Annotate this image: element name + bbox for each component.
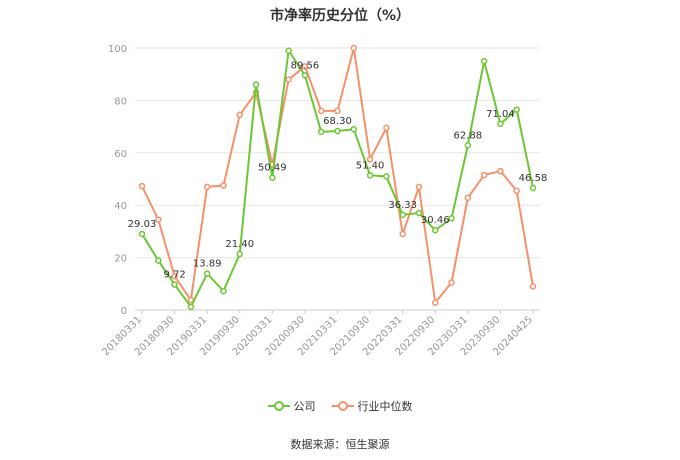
legend: 公司 行业中位数 xyxy=(0,398,680,414)
industry-data-point xyxy=(383,124,390,132)
data-label: 68.30 xyxy=(323,116,352,127)
industry-data-point xyxy=(171,272,178,280)
data-label: 36.33 xyxy=(388,200,417,211)
data-label: 89.56 xyxy=(291,60,320,71)
company-data-point xyxy=(301,72,309,79)
industry-data-point xyxy=(317,107,325,115)
industry-data-point xyxy=(138,182,146,190)
y-tick-label: 20 xyxy=(114,254,127,265)
line-chart: 0204060801002018033120180930201903312019… xyxy=(100,44,548,358)
company-data-point xyxy=(399,211,406,219)
industry-data-point xyxy=(480,171,488,179)
industry-data-point xyxy=(236,111,243,119)
data-label: 71.04 xyxy=(486,109,515,120)
data-label: 46.58 xyxy=(519,173,548,184)
data-label: 21.40 xyxy=(225,239,254,250)
industry-data-point xyxy=(529,283,537,290)
data-label: 9.72 xyxy=(163,270,185,281)
company-data-point xyxy=(171,281,178,288)
data-label: 50.49 xyxy=(258,163,287,174)
company-data-point xyxy=(252,81,260,88)
company-data-point xyxy=(187,303,195,311)
industry-data-point xyxy=(399,230,406,238)
industry-data-point xyxy=(203,183,211,191)
company-data-point xyxy=(155,257,162,264)
data-label: 29.03 xyxy=(128,219,157,230)
y-tick-label: 80 xyxy=(114,96,127,107)
company-data-point xyxy=(350,125,358,133)
y-tick-label: 60 xyxy=(114,149,127,160)
company-data-point xyxy=(383,173,390,180)
industry-data-point xyxy=(220,182,227,189)
company-data-point xyxy=(285,47,292,54)
legend-company-label: 公司 xyxy=(293,400,316,413)
company-data-point xyxy=(269,174,276,181)
company-data-point xyxy=(497,120,504,128)
company-data-point xyxy=(513,106,520,113)
industry-data-point xyxy=(301,63,309,70)
company-data-point xyxy=(529,184,537,192)
company-data-point xyxy=(415,209,423,217)
y-tick-label: 0 xyxy=(121,306,127,317)
data-label: 51.40 xyxy=(356,160,385,171)
legend-industry-marker xyxy=(331,401,354,411)
company-data-point xyxy=(480,57,488,65)
industry-data-point xyxy=(415,183,423,191)
company-data-point xyxy=(236,250,243,258)
company-data-point xyxy=(464,142,472,149)
company-data-point xyxy=(138,230,146,238)
company-data-point xyxy=(203,270,211,277)
company-data-point xyxy=(334,127,341,135)
company-data-point xyxy=(366,172,374,179)
legend-company-marker xyxy=(267,401,290,411)
industry-data-point xyxy=(334,107,341,115)
legend-item-industry[interactable]: 行业中位数 xyxy=(331,398,413,414)
company-data-point xyxy=(448,215,455,222)
data-label: 30.46 xyxy=(421,215,450,226)
industry-data-point xyxy=(464,194,472,202)
industry-data-point xyxy=(285,76,292,83)
company-data-point xyxy=(220,287,227,295)
data-source: 数据来源：恒生聚源 xyxy=(290,438,390,451)
legend-item-company[interactable]: 公司 xyxy=(267,398,316,414)
industry-data-point xyxy=(350,44,358,52)
company-data-point xyxy=(317,128,325,136)
data-label: 62.88 xyxy=(454,130,483,141)
industry-data-point xyxy=(497,167,504,175)
industry-data-point xyxy=(448,279,455,286)
company-data-point xyxy=(432,226,439,234)
industry-data-point xyxy=(366,156,374,163)
industry-data-point xyxy=(155,216,162,223)
chart-title: 市净率历史分位（%） xyxy=(269,8,411,24)
legend-industry-label: 行业中位数 xyxy=(357,400,413,413)
industry-data-point xyxy=(432,299,439,306)
industry-data-point xyxy=(513,187,520,195)
y-tick-label: 100 xyxy=(108,44,127,55)
y-tick-label: 40 xyxy=(114,201,127,212)
data-label: 13.89 xyxy=(193,259,222,270)
